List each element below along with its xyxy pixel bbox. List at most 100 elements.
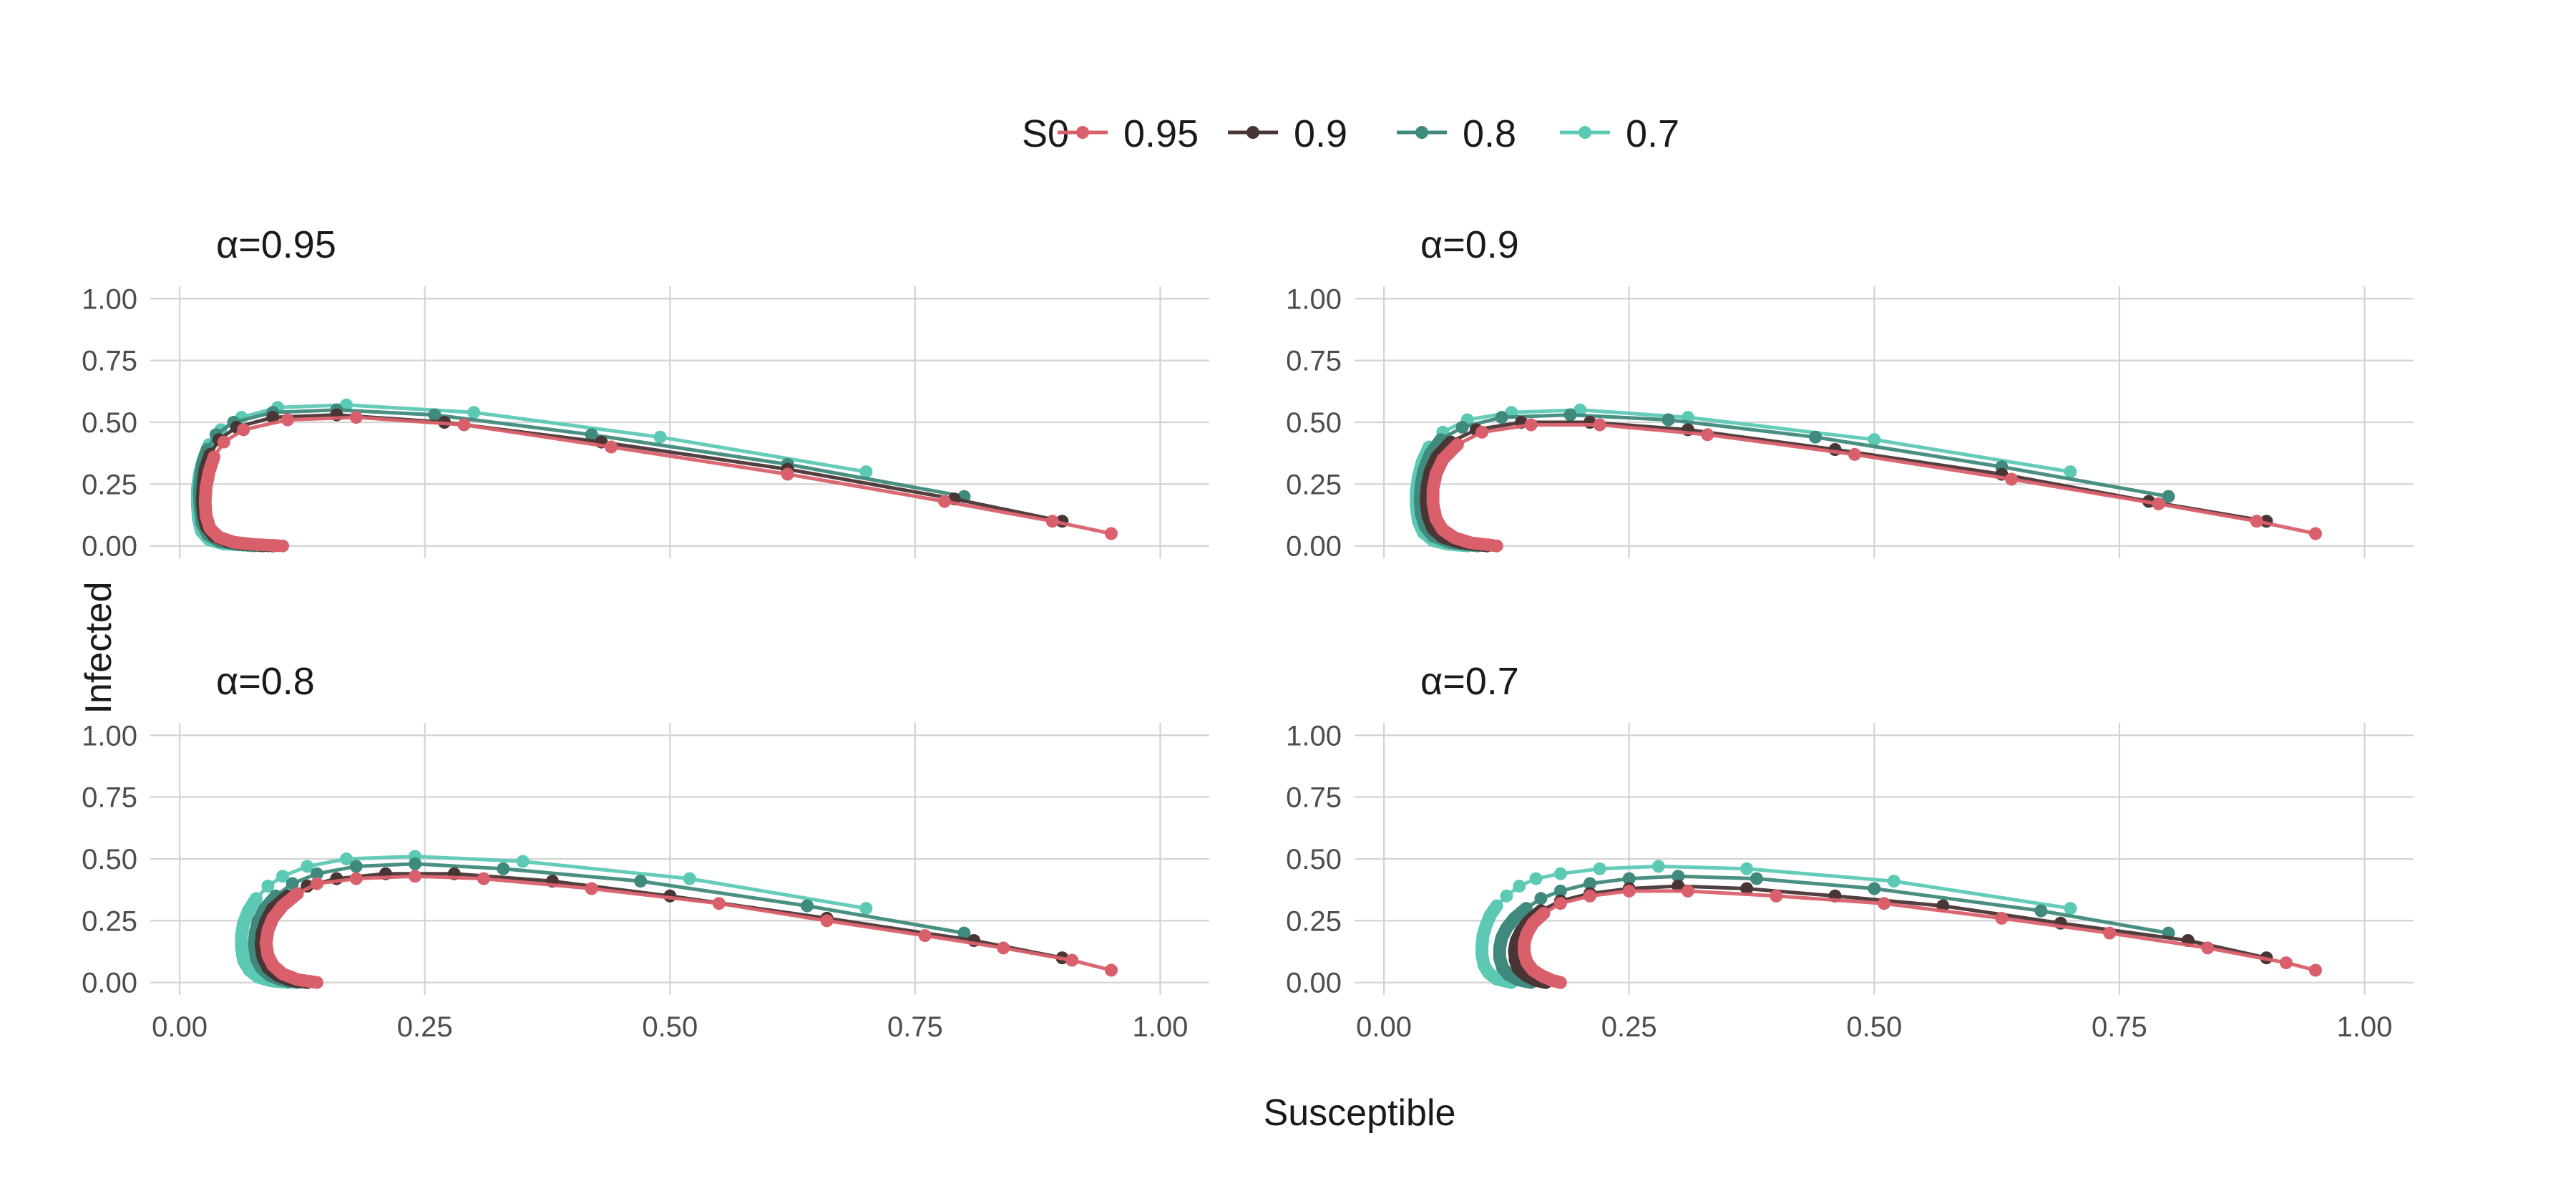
data-point: [1681, 884, 1694, 898]
data-point: [1672, 870, 1685, 883]
x-tick-label: 0.75: [2092, 1011, 2147, 1043]
data-point: [349, 411, 363, 424]
data-point: [1105, 527, 1118, 540]
data-point: [340, 852, 353, 865]
y-tick-label: 1.00: [1286, 720, 1342, 752]
data-point: [261, 880, 275, 893]
data-point: [1513, 880, 1526, 893]
data-point: [286, 877, 299, 890]
data-point: [1770, 889, 1783, 903]
y-tick-label: 0.00: [82, 531, 137, 563]
y-tick-label: 0.25: [1286, 905, 1342, 937]
legend-swatch-point: [1076, 126, 1089, 139]
data-point: [859, 902, 873, 915]
y-axis-title: Infected: [78, 581, 119, 714]
y-tick-label: 0.50: [1286, 407, 1342, 439]
facet-panel-2: α=0.9 0.00 0.25 0.50 0.75 1.00: [1286, 223, 2414, 563]
data-point: [605, 440, 618, 454]
y-tick-label: 1.00: [1286, 283, 1342, 315]
y-tick-label: 0.25: [82, 469, 137, 500]
legend-entry-0_9: 0.9: [1228, 112, 1347, 155]
data-point: [340, 398, 353, 412]
y-tick-label: 0.50: [82, 407, 137, 439]
y-tick-label: 1.00: [82, 283, 137, 315]
series-0_95: [259, 870, 1118, 989]
facet-panel-4: α=0.7 0.00 0.25 0.50 0.75 1.00 0.00 0.25 0.50 0.7…: [1286, 660, 2414, 1043]
data-point: [1534, 892, 1548, 905]
y-tick-label: 0.25: [82, 905, 137, 937]
data-point: [1593, 862, 1606, 875]
legend-swatch-point: [1415, 126, 1428, 139]
legend-label: 0.9: [1294, 112, 1347, 155]
data-point: [1563, 408, 1577, 422]
data-point: [1475, 425, 1489, 439]
data-point: [280, 413, 294, 427]
data-point: [1809, 430, 1823, 444]
gridlines: [150, 286, 1209, 558]
data-point: [237, 423, 250, 437]
data-point-dense: [271, 539, 285, 553]
data-point: [1878, 897, 1890, 910]
data-point: [1553, 867, 1567, 880]
y-tick-label: 0.75: [82, 782, 137, 814]
data-point: [2201, 941, 2215, 955]
gridlines: [1355, 286, 2414, 558]
data-point: [918, 929, 932, 943]
data-point: [2064, 465, 2077, 479]
data-point: [349, 860, 363, 873]
data-point: [217, 435, 230, 449]
y-tick-label: 0.50: [1286, 844, 1342, 875]
data-point: [2309, 963, 2322, 977]
data-point: [1524, 418, 1538, 432]
data-point: [2034, 904, 2048, 918]
x-tick-label: 1.00: [2337, 1011, 2393, 1043]
facet-panels: α=0.95 0.00 0.25 0.50 0.75 1.00 α=0.9 0.00 0.25 0…: [82, 223, 2414, 1043]
data-point: [1500, 889, 1513, 903]
x-tick-label: 0.50: [1846, 1011, 1902, 1043]
data-point-dense: [307, 976, 321, 988]
data-point: [585, 882, 598, 895]
data-point: [2162, 490, 2175, 503]
facet-panel-1: α=0.95 0.00 0.25 0.50 0.75 1.00: [82, 223, 1209, 563]
data-point: [2103, 926, 2117, 940]
data-point: [1622, 884, 1636, 898]
data-point: [1740, 862, 1754, 875]
data-point: [428, 408, 441, 422]
data-point: [1529, 872, 1543, 885]
y-tick-label: 0.75: [1286, 782, 1342, 814]
data-point: [2309, 527, 2322, 540]
data-point: [1583, 889, 1596, 903]
data-point: [683, 872, 696, 885]
x-tick-label: 0.25: [397, 1011, 453, 1043]
data-point: [1574, 403, 1587, 417]
data-point: [801, 899, 814, 913]
data-point: [1740, 882, 1754, 895]
data-point-dense: [1485, 539, 1499, 552]
data-point: [2005, 472, 2019, 486]
data-point: [1105, 963, 1118, 977]
facet-panel-3: α=0.8 0.00 0.25 0.50 0.75 1.00 0.00 0.25 0.50 0.7…: [82, 660, 1209, 1043]
legend-entry-0_95: 0.95: [1058, 112, 1199, 155]
data-point: [1662, 413, 1675, 427]
x-tick-label: 0.00: [152, 1011, 208, 1043]
legend-entry-0_8: 0.8: [1397, 112, 1516, 155]
x-axis-title: Susceptible: [1264, 1092, 1456, 1134]
data-point: [712, 897, 726, 910]
data-point: [2152, 497, 2165, 510]
data-point: [457, 418, 471, 432]
facet-title: α=0.9: [1420, 223, 1519, 266]
data-point: [634, 875, 648, 888]
y-tick-label: 0.50: [82, 844, 137, 875]
legend-label: 0.8: [1463, 112, 1516, 155]
y-tick-label: 0.75: [1286, 346, 1342, 377]
data-point: [1622, 872, 1636, 885]
data-point: [1868, 433, 1881, 447]
data-point: [311, 877, 323, 890]
data-point: [781, 467, 794, 481]
data-point: [2064, 902, 2077, 915]
x-tick-label: 1.00: [1133, 1011, 1189, 1043]
data-point: [859, 465, 873, 479]
data-point: [1553, 897, 1567, 910]
